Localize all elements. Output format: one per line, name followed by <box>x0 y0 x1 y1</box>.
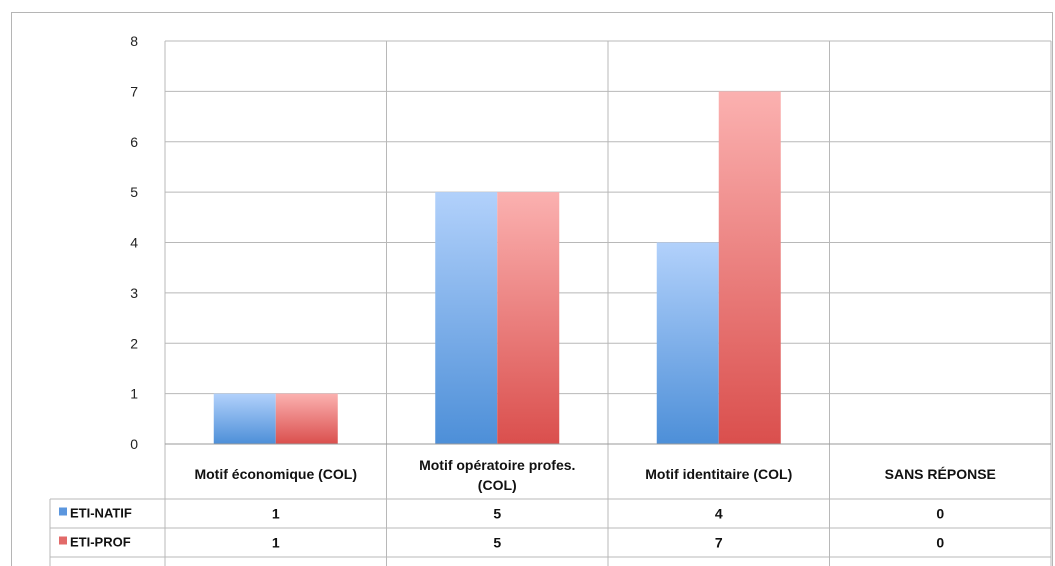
legend-swatch-eti-prof <box>59 536 67 545</box>
data-label-eti-natif-4: 0 <box>936 506 944 522</box>
legend-label-eti-prof: ETI-PROF <box>70 535 131 550</box>
y-tick-label: 3 <box>130 285 138 301</box>
y-tick-label: 1 <box>130 386 138 402</box>
bar-eti-natif-2 <box>435 192 498 444</box>
data-label-eti-prof-2: 5 <box>493 535 501 551</box>
bar-eti-prof-2 <box>497 192 560 444</box>
y-tick-label: 2 <box>130 335 138 351</box>
y-tick-label: 8 <box>130 33 138 49</box>
bar-eti-prof-1 <box>275 393 338 444</box>
data-label-eti-prof-1: 1 <box>272 535 280 551</box>
chart-frame <box>11 12 1053 566</box>
category-label-4: SANS RÉPONSE <box>885 466 996 482</box>
category-label-2: Motif opératoire profes. <box>419 457 575 473</box>
y-tick-label: 0 <box>130 436 138 452</box>
category-label-2: (COL) <box>478 477 517 493</box>
y-tick-label: 4 <box>130 235 138 251</box>
y-tick-label: 7 <box>130 83 138 99</box>
data-label-eti-natif-2: 5 <box>493 506 501 522</box>
data-label-eti-prof-4: 0 <box>936 535 944 551</box>
bar-eti-natif-1 <box>213 393 276 444</box>
data-label-eti-natif-1: 1 <box>272 506 280 522</box>
data-label-eti-prof-3: 7 <box>715 535 723 551</box>
category-label-3: Motif identitaire (COL) <box>645 466 792 482</box>
data-label-eti-natif-3: 4 <box>715 506 723 522</box>
category-label-1: Motif économique (COL) <box>194 466 357 482</box>
legend-label-eti-natif: ETI-NATIF <box>70 506 132 521</box>
bar-eti-natif-3 <box>656 242 719 444</box>
y-tick-label: 5 <box>130 184 138 200</box>
bar-eti-prof-3 <box>718 91 781 444</box>
y-tick-label: 6 <box>130 134 138 150</box>
legend-swatch-eti-natif <box>59 507 67 516</box>
